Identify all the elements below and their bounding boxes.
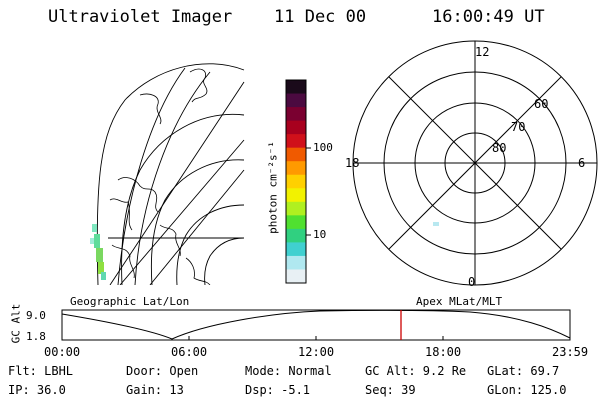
colorbar-swatch: [286, 134, 306, 149]
glat-readout: GLat: 69.7: [487, 364, 560, 378]
colorbar-swatch: [286, 188, 306, 203]
timeline-ytick-min: 1.8: [26, 330, 46, 343]
lat-label-80: 80: [492, 141, 507, 155]
timeline-xtick-1: 06:00: [171, 345, 208, 359]
colorbar-swatch: [286, 228, 306, 243]
timeline-ytick-max: 9.0: [26, 309, 46, 322]
geographic-title: Geographic Lat/Lon: [70, 295, 190, 308]
lat-label-60: 60: [534, 97, 549, 111]
timeline-plot: [61, 309, 571, 341]
colorbar-swatch: [286, 269, 306, 284]
dsp-readout: Dsp: -5.1: [245, 383, 311, 397]
mode-readout: Mode: Normal: [245, 364, 332, 378]
colorbar-swatch: [286, 80, 306, 95]
colorbar-tick-100: 100: [313, 141, 333, 154]
polar-plot: [352, 40, 598, 286]
mlt-label-12: 12: [475, 45, 490, 59]
mlt-label-6: 6: [578, 156, 586, 170]
door-readout: Door: Open: [126, 364, 199, 378]
header-time: 16:00:49 UT: [432, 7, 545, 27]
aurora-emission: [90, 224, 106, 280]
lat-label-70: 70: [511, 120, 526, 134]
timeline-xtick-2: 12:00: [298, 345, 335, 359]
instrument-title: Ultraviolet Imager: [48, 7, 233, 27]
colorbar-swatch: [286, 201, 306, 216]
timeline-axis-label: GC Alt: [9, 303, 23, 344]
colorbar-swatch: [286, 242, 306, 257]
colorbar: [285, 79, 311, 284]
ip-readout: IP: 36.0: [8, 383, 66, 397]
mlt-label-18: 18: [345, 156, 360, 170]
colorbar-swatch: [286, 93, 306, 108]
geographic-map: [90, 63, 245, 285]
timeline-xtick-3: 18:00: [425, 345, 462, 359]
colorbar-swatch: [286, 215, 306, 230]
seq-readout: Seq: 39: [365, 383, 416, 397]
colorbar-swatch: [286, 255, 306, 270]
gc-alt-readout: GC Alt: 9.2 Re: [365, 364, 467, 378]
filter-readout: Flt: LBHL: [8, 364, 74, 378]
header-date: 11 Dec 00: [274, 7, 367, 27]
colorbar-tick-10: 10: [313, 228, 327, 241]
colorbar-swatch: [286, 161, 306, 176]
timeline-xtick-0: 00:00: [44, 345, 81, 359]
glon-readout: GLon: 125.0: [487, 383, 567, 397]
apex-title: Apex MLat/MLT: [416, 295, 503, 308]
colorbar-swatch: [286, 174, 306, 189]
timeline-xtick-4: 23:59: [552, 345, 589, 359]
mlt-label-0: 0: [468, 275, 476, 289]
colorbar-swatch: [286, 107, 306, 122]
colorbar-swatch: [286, 120, 306, 135]
colorbar-label: photon cm⁻²s⁻¹: [266, 141, 280, 234]
colorbar-swatch: [286, 147, 306, 162]
gain-readout: Gain: 13: [126, 383, 184, 397]
